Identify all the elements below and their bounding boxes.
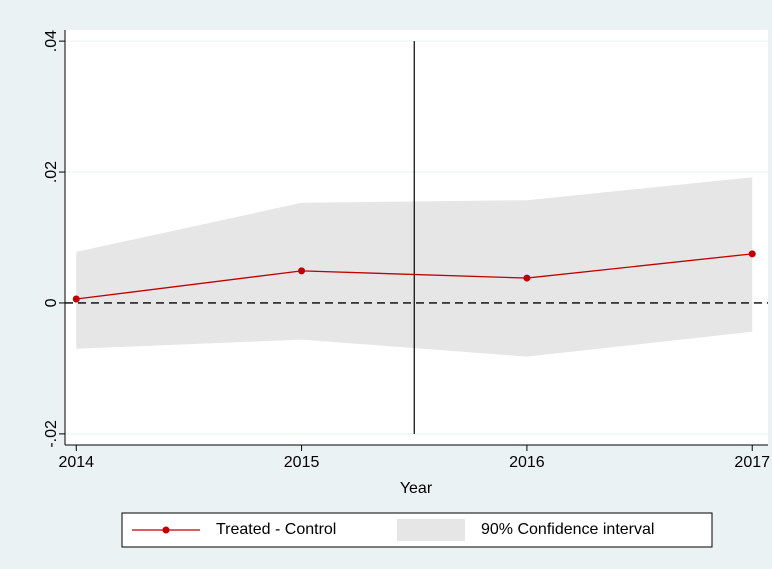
y-tick-label: -.02: [43, 420, 60, 448]
series-line: [76, 253, 753, 300]
series-point: [748, 250, 756, 258]
legend-swatch: [397, 519, 465, 541]
legend-marker: [162, 526, 170, 534]
x-tick-label: 2015: [284, 454, 320, 471]
x-tick-label: 2017: [734, 454, 770, 471]
x-tick-label: 2016: [509, 454, 545, 471]
series-point: [523, 274, 531, 282]
y-tick-label: .04: [43, 30, 60, 52]
x-axis-label: Year: [400, 480, 433, 497]
series-point: [298, 267, 306, 275]
y-tick-label: 0: [43, 298, 60, 307]
x-tick-label: 2014: [58, 454, 94, 471]
legend-label: Treated - Control: [216, 521, 336, 538]
legend-label: 90% Confidence interval: [481, 521, 654, 538]
y-tick-label: .02: [43, 161, 60, 183]
series-point: [72, 295, 80, 303]
